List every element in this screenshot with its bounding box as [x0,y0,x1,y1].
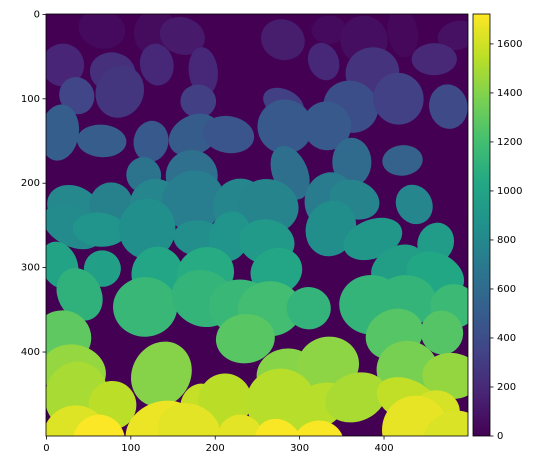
blob [56,268,103,321]
blob [382,145,423,176]
blob [78,14,126,49]
blob [311,15,347,44]
x-tick-label: 300 [290,443,309,454]
y-tick-label: 400 [21,347,40,358]
x-tick-label: 0 [43,443,49,454]
blob [208,211,251,262]
blob [302,101,352,151]
colorbar [472,13,491,437]
blob [72,414,126,436]
blob [257,99,313,154]
axes-frame [45,13,469,437]
colorbar-tick-label: 800 [497,235,516,246]
blob [202,115,255,154]
blob [429,84,468,129]
colorbar-tick-label: 1200 [497,137,522,148]
blob [254,418,304,436]
blob [411,43,457,76]
blob [305,200,357,257]
blob [188,47,218,96]
blob [237,179,299,234]
image [46,14,468,436]
blob [293,420,344,436]
blob [131,341,192,407]
blob [133,120,169,162]
y-tick-label: 200 [21,178,40,189]
blob [59,77,95,115]
blob [215,313,275,364]
blob [76,124,127,158]
blob [381,395,449,436]
blob [198,373,252,428]
colorbar-tick-label: 1000 [497,186,522,197]
blob [260,19,305,61]
colorbar-tick-label: 0 [497,431,503,442]
x-tick-label: 100 [121,443,140,454]
x-tick-label: 400 [374,443,393,454]
blob [395,184,433,225]
colorbar-tick-label: 200 [497,382,516,393]
colorbar-tick-label: 1400 [497,88,522,99]
blob [286,287,331,330]
blob [95,65,145,118]
blob [72,212,127,247]
blob [46,43,85,87]
blob [420,310,464,355]
blob [162,170,225,231]
blob [158,403,222,436]
blob [139,43,174,86]
blob [180,84,217,118]
blob [422,352,468,400]
blob [118,198,176,260]
blob [216,414,264,436]
blob [325,372,387,423]
y-tick-label: 0 [34,9,40,20]
blob [423,410,468,436]
blob [387,14,419,58]
y-tick-label: 300 [21,263,40,274]
blob [46,104,80,161]
y-tick-label: 100 [21,94,40,105]
blob [373,72,424,125]
blob [307,42,340,81]
blob [113,277,178,337]
colorbar-tick-label: 400 [497,333,516,344]
colorbar-tick-label: 600 [497,284,516,295]
blob [159,16,205,55]
blob [332,137,372,187]
colorbar-tick-label: 1600 [497,39,522,50]
x-tick-label: 200 [206,443,225,454]
